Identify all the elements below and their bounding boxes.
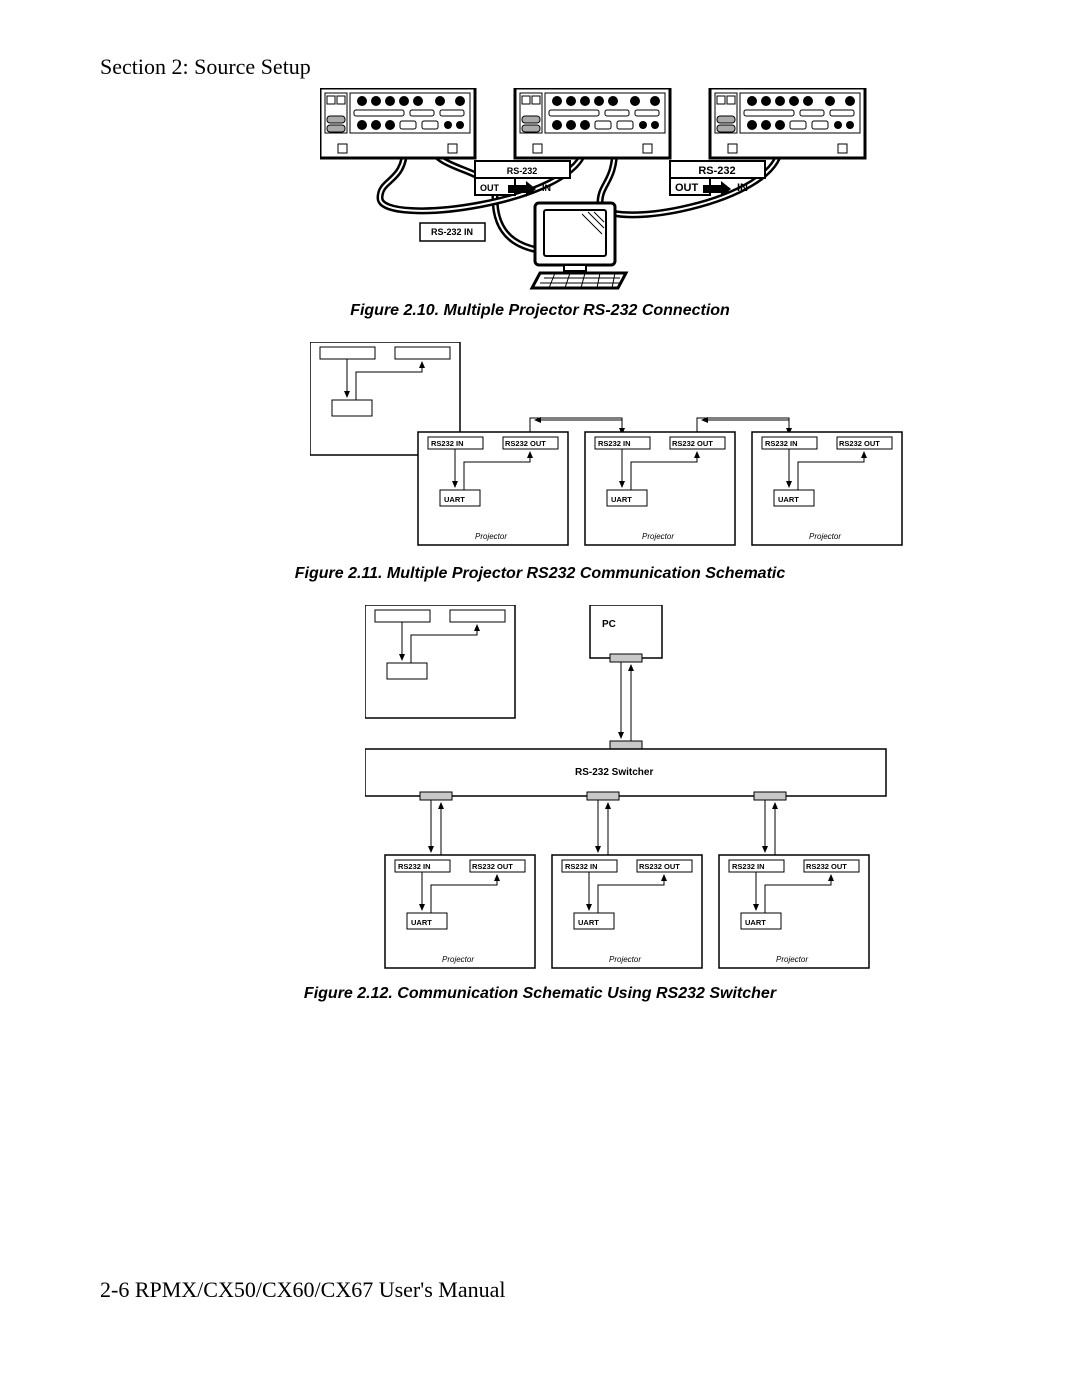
svg-text:RS232 OUT: RS232 OUT bbox=[672, 439, 713, 448]
figure-210-caption: Figure 2.10. Multiple Projector RS-232 C… bbox=[0, 302, 1080, 320]
svg-text:RS232 OUT: RS232 OUT bbox=[639, 862, 680, 871]
section-title: Section 2: Source Setup bbox=[100, 54, 311, 80]
svg-text:UART: UART bbox=[411, 918, 432, 927]
in-label-b: IN bbox=[737, 182, 748, 194]
svg-text:Projector: Projector bbox=[809, 532, 841, 541]
svg-text:Projector: Projector bbox=[475, 532, 507, 541]
svg-text:Projector: Projector bbox=[776, 955, 808, 964]
svg-text:UART: UART bbox=[444, 495, 465, 504]
svg-text:UART: UART bbox=[611, 495, 632, 504]
figure-212-caption: Figure 2.12. Communication Schematic Usi… bbox=[0, 985, 1080, 1003]
svg-text:RS232 OUT: RS232 OUT bbox=[839, 439, 880, 448]
svg-text:RS232 IN: RS232 IN bbox=[598, 439, 631, 448]
out-label-b: OUT bbox=[675, 182, 699, 194]
in-label-a: IN bbox=[542, 183, 551, 193]
svg-text:UART: UART bbox=[745, 918, 766, 927]
svg-text:RS232 IN: RS232 IN bbox=[732, 862, 765, 871]
svg-text:RS232 OUT: RS232 OUT bbox=[806, 862, 847, 871]
rs232-label-b: RS-232 bbox=[698, 165, 735, 177]
out-label-a: OUT bbox=[480, 183, 500, 193]
svg-text:RS232 OUT: RS232 OUT bbox=[472, 862, 513, 871]
svg-text:RS232 IN: RS232 IN bbox=[765, 439, 798, 448]
svg-text:RS232 OUT: RS232 OUT bbox=[505, 439, 546, 448]
page: Section 2: Source Setup bbox=[0, 0, 1080, 1397]
pc-label-212: PC bbox=[602, 619, 616, 630]
svg-text:UART: UART bbox=[578, 918, 599, 927]
figure-211-caption: Figure 2.11. Multiple Projector RS232 Co… bbox=[0, 565, 1080, 583]
footer-text: 2-6 RPMX/CX50/CX60/CX67 User's Manual bbox=[100, 1277, 505, 1303]
switcher-label: RS-232 Switcher bbox=[575, 767, 653, 778]
figure-211: PC RS232 IN RS232 OUT U bbox=[310, 342, 910, 552]
rs232-label-a: RS-232 bbox=[507, 166, 538, 176]
svg-text:RS232 IN: RS232 IN bbox=[431, 439, 464, 448]
svg-text:UART: UART bbox=[778, 495, 799, 504]
svg-text:Projector: Projector bbox=[642, 532, 674, 541]
figure-212: PC RS-232 Switcher bbox=[365, 605, 905, 975]
svg-text:RS232 IN: RS232 IN bbox=[565, 862, 598, 871]
pc-monitor-icon bbox=[532, 203, 626, 288]
figure-210: RS-232 OUT IN RS-232 OUT IN RS-232 IN bbox=[320, 88, 880, 298]
rs232-in-box-label: RS-232 IN bbox=[431, 227, 473, 237]
svg-text:Projector: Projector bbox=[442, 955, 474, 964]
svg-text:RS232 IN: RS232 IN bbox=[398, 862, 431, 871]
svg-text:Projector: Projector bbox=[609, 955, 641, 964]
